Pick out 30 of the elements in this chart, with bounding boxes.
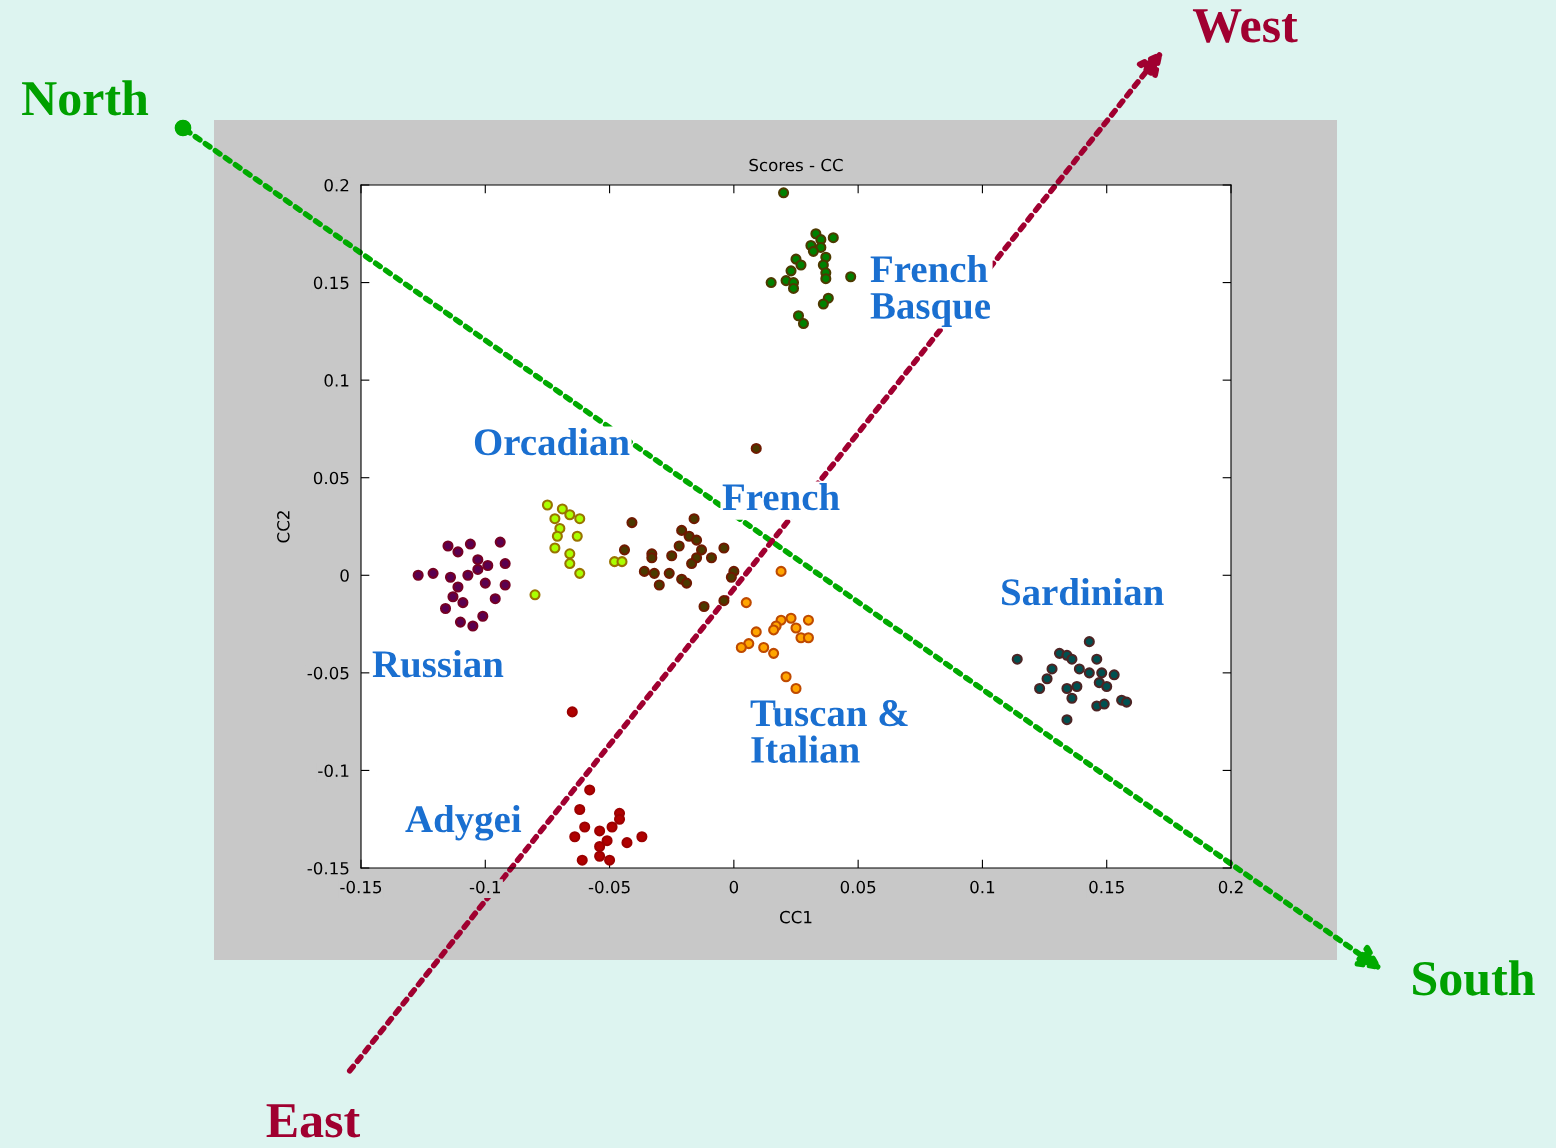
series-label: Adygei: [405, 805, 522, 841]
y-tick-label: -0.15: [307, 861, 349, 875]
x-tick-label: 0.15: [1089, 880, 1124, 894]
chart-title: Scores - CC: [749, 158, 843, 172]
series-label: Tuscan & Italian: [750, 700, 908, 763]
y-tick-label: 0.05: [313, 471, 349, 485]
y-tick-label: 0.2: [324, 178, 349, 192]
series-label: Sardinian: [1002, 578, 1164, 606]
y-axis-title: CC2: [277, 511, 290, 543]
x-tick-label: 0.2: [1218, 880, 1243, 894]
x-tick-label: -0.15: [340, 880, 382, 894]
text: North: [22, 80, 149, 116]
series-label: Orcadian: [474, 428, 630, 456]
x-tick-label: 0.1: [970, 880, 995, 894]
text: West: [1192, 9, 1298, 43]
series-label: Russian: [372, 650, 504, 678]
y-tick-label: 0: [340, 569, 349, 582]
y-tick-label: -0.1: [318, 764, 349, 777]
x-axis-title: CC1: [779, 910, 812, 924]
text: South: [1413, 960, 1535, 996]
x-tick-label: -0.1: [469, 880, 501, 894]
y-tick-label: 0.15: [313, 276, 349, 290]
x-tick-label: -0.05: [588, 880, 630, 894]
y-tick-label: -0.05: [307, 666, 349, 680]
x-tick-label: 0.05: [840, 880, 876, 894]
x-tick-label: 0: [729, 880, 739, 894]
series-label: French Basque: [870, 255, 991, 327]
text: East: [266, 1104, 361, 1138]
series-label: French: [722, 483, 840, 511]
y-tick-label: 0.1: [324, 374, 349, 387]
